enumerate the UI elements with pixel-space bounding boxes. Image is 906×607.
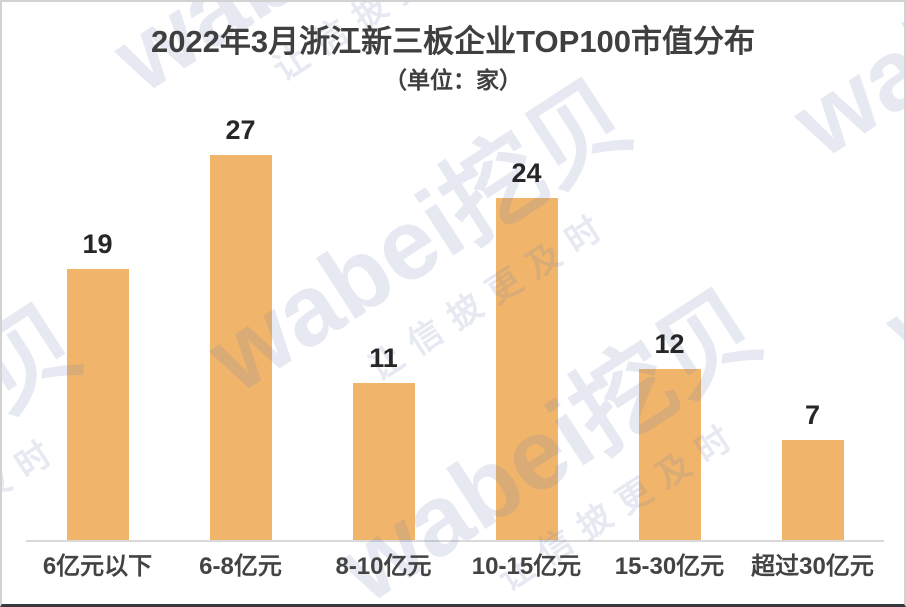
bar-column: 19	[26, 95, 169, 540]
bar-value-label: 19	[82, 229, 113, 260]
bar-column: 7	[741, 95, 884, 540]
bar	[209, 155, 272, 540]
bar	[495, 198, 558, 540]
bar-column: 24	[455, 95, 598, 540]
category-label: 10-15亿元	[471, 553, 582, 580]
category-label: 6-8亿元	[199, 553, 282, 580]
category-labels-row: 6亿元以下 6-8亿元 8-10亿元 10-15亿元 15-30亿元 超过30亿元	[26, 553, 884, 582]
bar	[66, 269, 129, 540]
bar-value-label: 27	[225, 115, 256, 146]
bar-column: 12	[598, 95, 741, 540]
bar-value-label: 24	[511, 158, 542, 189]
bars-container: 19 27 11 24 12 7	[26, 95, 884, 540]
bar-column: 27	[169, 95, 312, 540]
x-axis-line	[26, 540, 884, 542]
chart-title: 2022年3月浙江新三板企业TOP100市值分布	[150, 24, 756, 59]
bar	[638, 369, 701, 540]
bar-value-label: 12	[654, 329, 685, 360]
category-label: 15-30亿元	[614, 553, 725, 580]
bar-value-label: 7	[804, 400, 821, 431]
bar-value-label: 11	[369, 343, 398, 374]
category-label: 6亿元以下	[42, 553, 153, 580]
category-label: 超过30亿元	[751, 553, 874, 580]
chart-subtitle: （单位：家）	[384, 67, 522, 93]
category-label: 8-10亿元	[335, 553, 432, 580]
bar	[781, 440, 844, 540]
bar-column: 11	[312, 95, 455, 540]
bar	[352, 383, 415, 540]
